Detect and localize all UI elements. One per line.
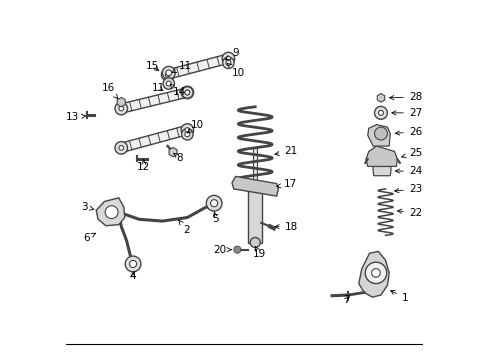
Circle shape bbox=[165, 72, 170, 77]
Text: 6: 6 bbox=[83, 233, 96, 243]
Text: 8: 8 bbox=[173, 153, 183, 163]
Text: 10: 10 bbox=[187, 120, 203, 133]
Text: 16: 16 bbox=[102, 83, 118, 99]
Text: 15: 15 bbox=[146, 62, 159, 71]
Circle shape bbox=[210, 200, 217, 207]
Circle shape bbox=[161, 68, 174, 81]
Text: 12: 12 bbox=[137, 160, 150, 172]
Text: 11: 11 bbox=[152, 83, 165, 93]
Circle shape bbox=[184, 90, 189, 95]
Circle shape bbox=[365, 262, 386, 284]
Text: 2: 2 bbox=[178, 220, 189, 235]
Circle shape bbox=[181, 86, 193, 99]
Polygon shape bbox=[117, 98, 125, 107]
Text: 9: 9 bbox=[225, 48, 238, 60]
Circle shape bbox=[115, 141, 127, 154]
Text: 17: 17 bbox=[276, 179, 296, 189]
Circle shape bbox=[184, 132, 189, 137]
Polygon shape bbox=[231, 176, 278, 196]
Polygon shape bbox=[372, 166, 390, 176]
Polygon shape bbox=[166, 54, 229, 79]
Circle shape bbox=[233, 246, 241, 253]
Text: 24: 24 bbox=[395, 166, 421, 176]
Circle shape bbox=[378, 111, 383, 115]
Circle shape bbox=[250, 238, 260, 248]
Polygon shape bbox=[120, 126, 188, 152]
Text: 3: 3 bbox=[81, 202, 94, 212]
Text: 21: 21 bbox=[274, 147, 296, 157]
Circle shape bbox=[166, 81, 171, 86]
Polygon shape bbox=[96, 198, 124, 226]
Polygon shape bbox=[169, 148, 177, 157]
Text: 11: 11 bbox=[172, 62, 191, 73]
Circle shape bbox=[181, 87, 193, 98]
Polygon shape bbox=[367, 125, 389, 146]
Circle shape bbox=[371, 269, 380, 277]
Circle shape bbox=[162, 66, 175, 79]
Circle shape bbox=[119, 145, 123, 150]
Polygon shape bbox=[253, 148, 257, 189]
Circle shape bbox=[222, 57, 234, 68]
Text: 28: 28 bbox=[389, 92, 421, 102]
Text: 22: 22 bbox=[397, 208, 421, 218]
Circle shape bbox=[165, 70, 171, 76]
Polygon shape bbox=[376, 94, 384, 102]
Circle shape bbox=[184, 90, 189, 95]
Circle shape bbox=[225, 60, 230, 65]
Text: 18: 18 bbox=[274, 222, 297, 232]
Text: 26: 26 bbox=[395, 127, 421, 137]
Text: 4: 4 bbox=[129, 271, 136, 282]
Circle shape bbox=[184, 128, 189, 132]
Polygon shape bbox=[247, 189, 262, 243]
Circle shape bbox=[206, 195, 222, 211]
Text: 20: 20 bbox=[212, 245, 231, 255]
Circle shape bbox=[129, 260, 136, 267]
Polygon shape bbox=[120, 88, 188, 113]
Circle shape bbox=[105, 206, 118, 219]
Circle shape bbox=[119, 106, 123, 111]
Text: 25: 25 bbox=[401, 148, 421, 158]
Text: 14: 14 bbox=[170, 84, 185, 98]
Circle shape bbox=[125, 256, 141, 272]
Text: 19: 19 bbox=[252, 247, 265, 259]
Circle shape bbox=[115, 102, 127, 115]
Circle shape bbox=[222, 52, 234, 65]
Circle shape bbox=[181, 129, 193, 140]
Text: 23: 23 bbox=[394, 184, 421, 194]
Text: 13: 13 bbox=[66, 112, 85, 122]
Circle shape bbox=[374, 127, 386, 140]
Circle shape bbox=[163, 78, 174, 89]
Polygon shape bbox=[358, 251, 388, 297]
Text: 10: 10 bbox=[226, 63, 244, 78]
Text: 27: 27 bbox=[391, 108, 421, 118]
Text: 5: 5 bbox=[212, 212, 219, 224]
Text: 1: 1 bbox=[390, 291, 407, 303]
Circle shape bbox=[225, 56, 230, 61]
Circle shape bbox=[181, 124, 193, 136]
Text: 7: 7 bbox=[343, 295, 349, 305]
Circle shape bbox=[374, 107, 386, 119]
Polygon shape bbox=[365, 146, 397, 166]
